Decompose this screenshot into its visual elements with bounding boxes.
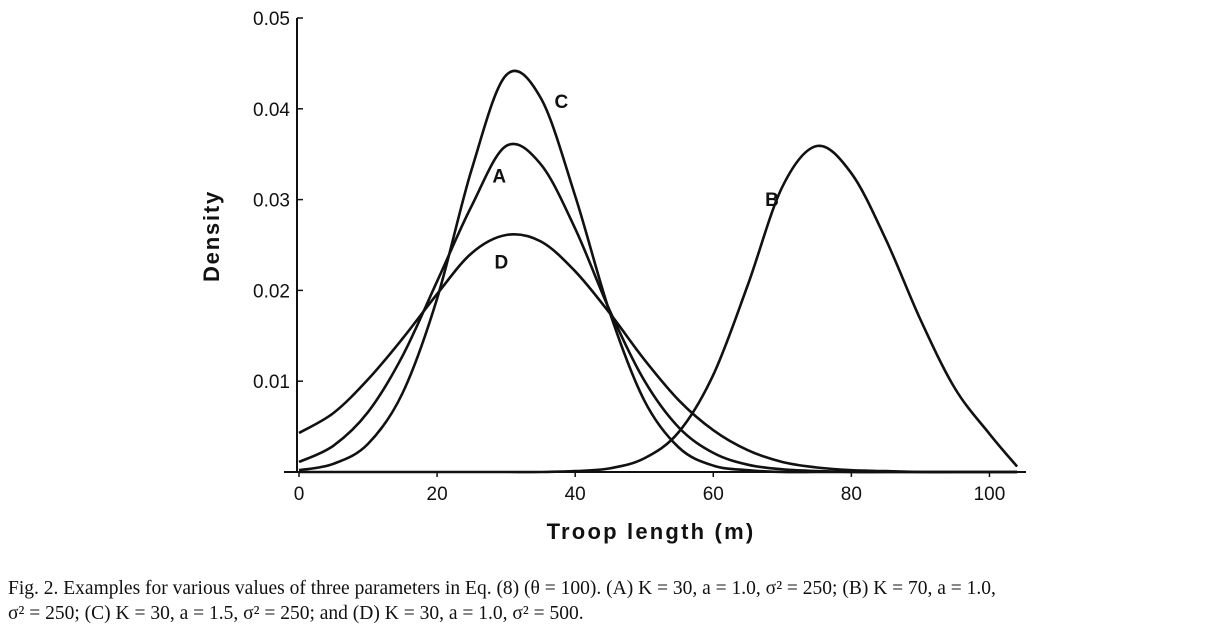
series-b-curve xyxy=(299,144,1019,474)
x-tick-label: 0 xyxy=(294,484,305,505)
x-tick-label: 80 xyxy=(841,484,862,505)
chart-curve-labels: C A D B xyxy=(492,92,778,274)
y-tick-label: 0.02 xyxy=(253,281,290,302)
chart-curves xyxy=(298,69,1019,474)
x-tick-label: 40 xyxy=(565,484,586,505)
series-c-curve xyxy=(298,69,1018,474)
figure-caption: Fig. 2. Examples for various values of t… xyxy=(8,576,1222,626)
curve-label-a: A xyxy=(492,166,506,187)
density-chart: 0 20 40 60 80 100 0.01 0.02 0.03 0.04 0.05 C A D B Tr… xyxy=(199,9,1026,544)
y-tick-label: 0.01 xyxy=(253,372,290,393)
caption-line-1: Fig. 2. Examples for various values of t… xyxy=(8,578,996,599)
y-tick-label: 0.05 xyxy=(253,9,290,30)
x-tick-label: 20 xyxy=(427,484,448,505)
curve-label-c: C xyxy=(555,92,569,113)
chart-axes: 0 20 40 60 80 100 0.01 0.02 0.03 0.04 0.05 xyxy=(253,9,1026,505)
curve-label-d: D xyxy=(494,253,508,274)
y-tick-label: 0.04 xyxy=(253,100,290,121)
caption-line-2: σ² = 250; (C) K = 30, a = 1.5, σ² = 250;… xyxy=(8,603,584,624)
y-axis-title: Density xyxy=(199,190,224,282)
curve-label-b: B xyxy=(765,190,779,211)
y-tick-label: 0.03 xyxy=(253,191,290,212)
x-tick-label: 100 xyxy=(974,484,1006,505)
x-axis-title: Troop length (m) xyxy=(547,519,756,544)
series-d-curve xyxy=(298,232,1018,474)
x-tick-label: 60 xyxy=(703,484,724,505)
